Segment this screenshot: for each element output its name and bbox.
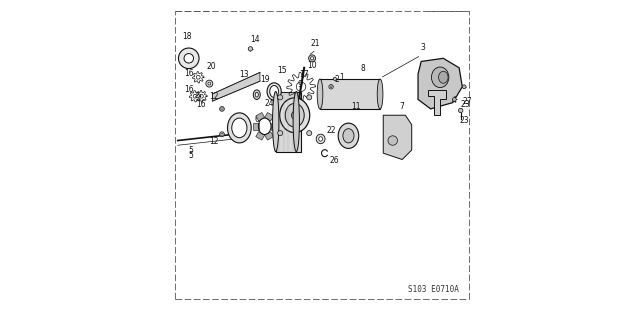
Ellipse shape	[377, 79, 383, 109]
Bar	[265, 113, 273, 121]
Ellipse shape	[458, 108, 463, 113]
Text: 22: 22	[327, 126, 337, 135]
Text: 7: 7	[400, 102, 404, 111]
Ellipse shape	[232, 118, 247, 138]
Ellipse shape	[255, 92, 259, 97]
Circle shape	[307, 130, 312, 136]
Ellipse shape	[452, 98, 456, 101]
Text: 27: 27	[462, 97, 472, 106]
Bar	[256, 113, 265, 121]
Ellipse shape	[267, 83, 281, 100]
Text: 14: 14	[250, 35, 260, 44]
Bar	[256, 132, 265, 140]
Ellipse shape	[388, 136, 397, 145]
Text: 13: 13	[239, 70, 249, 79]
Bar	[253, 123, 259, 130]
Ellipse shape	[280, 98, 310, 133]
Text: 24: 24	[264, 99, 274, 108]
Text: 6: 6	[254, 115, 259, 123]
Polygon shape	[212, 72, 260, 101]
Ellipse shape	[316, 134, 325, 144]
Text: 19: 19	[260, 75, 269, 84]
Text: 23: 23	[459, 116, 468, 125]
Ellipse shape	[330, 86, 332, 88]
Ellipse shape	[184, 54, 193, 63]
Ellipse shape	[317, 79, 323, 109]
Ellipse shape	[248, 47, 253, 51]
Text: 20: 20	[206, 63, 216, 71]
Text: S103 E0710A: S103 E0710A	[408, 285, 459, 294]
Circle shape	[278, 95, 283, 100]
Circle shape	[307, 95, 312, 100]
Ellipse shape	[333, 77, 337, 80]
Text: 25: 25	[438, 73, 448, 82]
Text: 10: 10	[307, 61, 317, 70]
Ellipse shape	[292, 111, 298, 119]
Text: 16: 16	[184, 69, 193, 78]
Text: 9: 9	[297, 80, 302, 89]
Ellipse shape	[208, 82, 211, 85]
Text: 5: 5	[188, 151, 193, 160]
Ellipse shape	[308, 55, 316, 62]
Text: 26: 26	[330, 156, 339, 165]
Text: 23: 23	[461, 100, 470, 109]
Polygon shape	[428, 90, 447, 115]
Ellipse shape	[285, 103, 304, 127]
Bar	[271, 123, 276, 130]
Text: 21: 21	[310, 39, 320, 48]
Ellipse shape	[221, 108, 223, 110]
Ellipse shape	[206, 80, 213, 87]
Ellipse shape	[343, 129, 354, 143]
Text: 16: 16	[196, 100, 206, 109]
Ellipse shape	[253, 90, 260, 100]
Bar	[265, 132, 273, 140]
Ellipse shape	[293, 92, 300, 152]
Text: 12: 12	[209, 137, 219, 146]
Text: 2: 2	[334, 75, 339, 84]
Ellipse shape	[462, 85, 466, 89]
Ellipse shape	[329, 85, 333, 89]
Bar	[276, 92, 301, 152]
Text: 15: 15	[277, 65, 287, 75]
Ellipse shape	[310, 57, 314, 60]
Ellipse shape	[431, 67, 449, 87]
Ellipse shape	[269, 85, 278, 98]
Ellipse shape	[220, 132, 225, 137]
Ellipse shape	[227, 113, 252, 143]
Text: 18: 18	[182, 32, 192, 41]
Text: 16: 16	[184, 85, 193, 93]
Polygon shape	[418, 58, 462, 109]
Text: 12: 12	[209, 93, 219, 101]
Polygon shape	[383, 115, 412, 160]
Text: 8: 8	[360, 64, 365, 73]
Text: 17: 17	[300, 70, 309, 79]
Text: 3: 3	[420, 43, 425, 52]
Text: 1: 1	[339, 73, 344, 82]
Ellipse shape	[221, 133, 223, 135]
Text: 11: 11	[351, 102, 361, 111]
Ellipse shape	[319, 137, 323, 141]
Bar	[320, 79, 380, 109]
Ellipse shape	[273, 92, 279, 152]
Ellipse shape	[220, 107, 225, 111]
Ellipse shape	[338, 123, 359, 148]
Ellipse shape	[179, 48, 199, 69]
Text: 4: 4	[452, 96, 457, 105]
Circle shape	[278, 130, 283, 136]
Text: 5: 5	[188, 146, 193, 155]
Ellipse shape	[438, 71, 448, 83]
